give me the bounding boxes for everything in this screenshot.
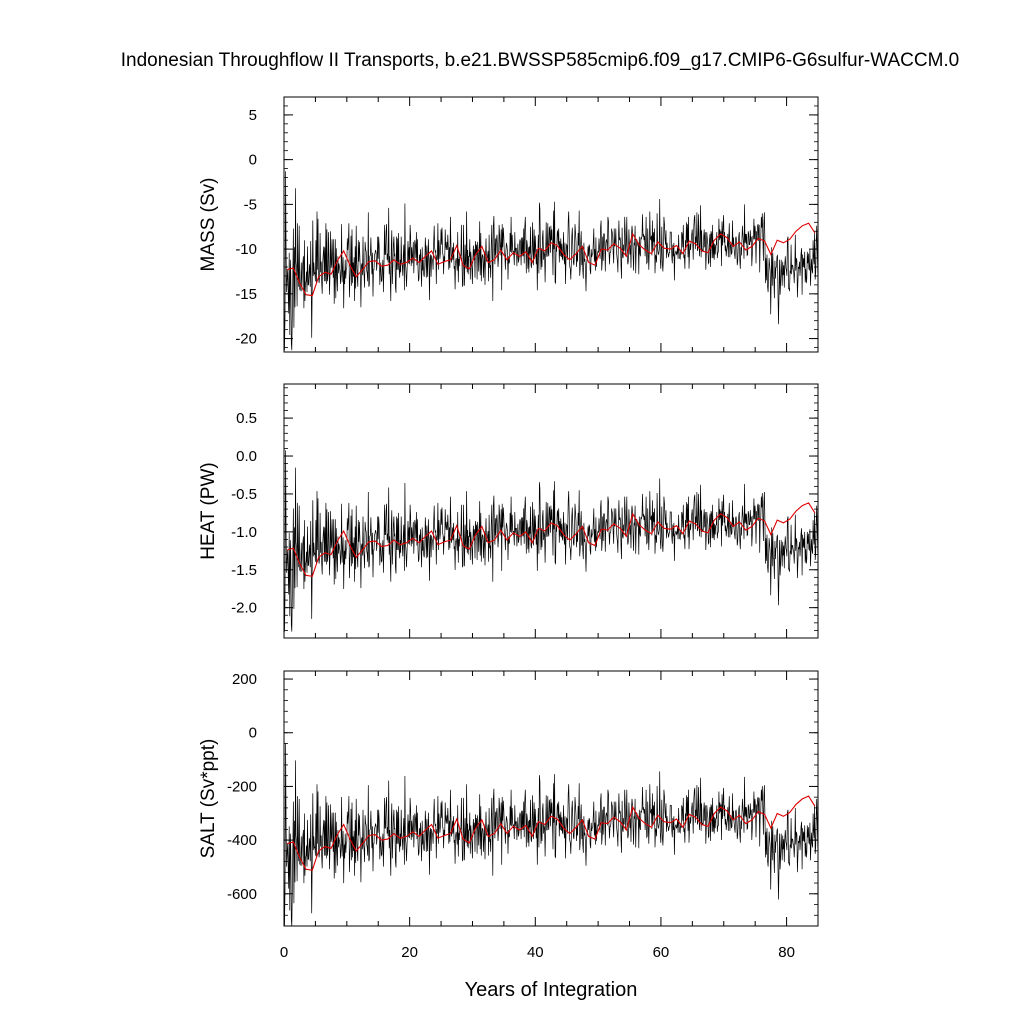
y-tick-label: 0 xyxy=(249,152,257,169)
annual-mean-line xyxy=(286,795,816,871)
y-tick-label: 5 xyxy=(249,107,257,124)
plot-frame xyxy=(283,383,819,639)
y-tick-label: -1.0 xyxy=(231,524,257,541)
monthly-series-line xyxy=(284,742,818,926)
x-tick-label: 80 xyxy=(778,944,795,961)
annual-mean-line xyxy=(286,222,816,297)
y-tick-label: -20 xyxy=(235,331,257,348)
y-axis-title: MASS (Sv) xyxy=(198,178,219,272)
x-axis-title: Years of Integration xyxy=(465,979,638,1001)
y-tick-label: -15 xyxy=(235,286,257,303)
y-tick-label: -5 xyxy=(244,196,257,213)
annual-mean-line xyxy=(286,502,816,577)
y-tick-label: -400 xyxy=(227,832,257,849)
monthly-series-line xyxy=(284,450,818,632)
plot-frame xyxy=(283,670,819,927)
monthly-series-line xyxy=(284,171,818,351)
x-tick-label: 20 xyxy=(401,944,418,961)
y-tick-label: -2.0 xyxy=(231,600,257,617)
y-axis-title: SALT (Sv*ppt) xyxy=(198,739,219,859)
x-tick-label: 60 xyxy=(653,944,670,961)
y-tick-label: -10 xyxy=(235,241,257,258)
panels: -20 -15 -10 -5 0 5 MASS (Sv) -2.0 -1.5 -1.0 -0.5 0.… xyxy=(198,96,819,961)
y-tick-label: 0.5 xyxy=(236,410,257,427)
y-axis-title: HEAT (PW) xyxy=(198,462,219,559)
y-tick-label: -0.5 xyxy=(231,486,257,503)
panel-2: -2.0 -1.5 -1.0 -0.5 0.0 0.5 HEAT (PW) xyxy=(198,383,819,639)
x-tick-label: 0 xyxy=(280,944,288,961)
y-tick-label: 0.0 xyxy=(236,448,257,465)
y-tick-label: 200 xyxy=(232,671,257,688)
y-tick-label: -1.5 xyxy=(231,562,257,579)
y-tick-label: -200 xyxy=(227,778,257,795)
panel-3: -600 -400 -200 0 200 SALT (Sv*ppt) 0 20 40 60 80 xyxy=(198,670,819,961)
x-tick-label: 40 xyxy=(527,944,544,961)
y-tick-label: -600 xyxy=(227,886,257,903)
plot-frame xyxy=(283,96,819,353)
y-tick-label: 0 xyxy=(249,725,257,742)
panel-1: -20 -15 -10 -5 0 5 MASS (Sv) xyxy=(198,96,819,353)
figure-title: Indonesian Throughflow II Transports, b.… xyxy=(121,50,960,71)
